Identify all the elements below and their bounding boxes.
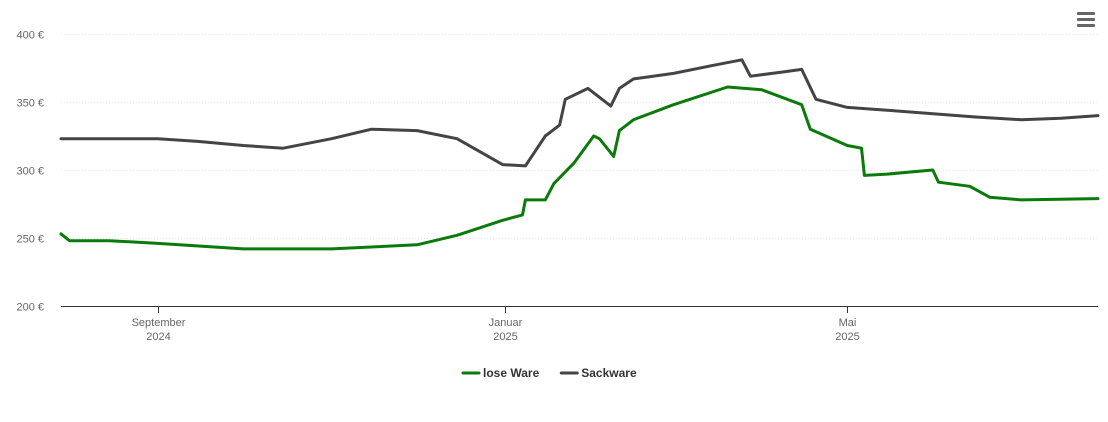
series-line-0[interactable] — [59, 85, 1100, 251]
legend-label: lose Ware — [483, 366, 540, 380]
x-tick-month-label: Januar — [489, 317, 523, 329]
legend-item-0[interactable]: lose Ware — [461, 366, 540, 380]
y-tick-label: 200 € — [16, 302, 44, 314]
legend: lose Ware Sackware — [461, 366, 637, 380]
x-axis: September 2024 Januar 2025 Mai 2025 — [61, 306, 1098, 343]
x-tick-year-label: 2025 — [835, 331, 859, 343]
series-lines — [59, 58, 1100, 251]
menu-bar — [1077, 18, 1095, 21]
legend-label: Sackware — [581, 366, 637, 380]
series-line-1[interactable] — [59, 58, 1100, 168]
x-tick-month-label: September — [132, 317, 186, 329]
x-tick-year-label: 2025 — [493, 331, 517, 343]
y-axis: 200 € 250 € 300 € 350 € 400 € — [16, 30, 44, 314]
legend-item-1[interactable]: Sackware — [559, 366, 637, 380]
y-tick-label: 400 € — [16, 30, 44, 42]
grid-lines — [61, 34, 1098, 239]
x-tick-month-label: Mai — [839, 317, 857, 329]
x-tick-year-label: 2024 — [146, 331, 170, 343]
y-tick-label: 300 € — [16, 166, 44, 178]
hamburger-menu-icon[interactable] — [1076, 12, 1096, 30]
menu-bar — [1077, 24, 1095, 27]
y-tick-label: 250 € — [16, 234, 44, 246]
menu-bar — [1077, 12, 1095, 15]
y-tick-label: 350 € — [16, 98, 44, 110]
